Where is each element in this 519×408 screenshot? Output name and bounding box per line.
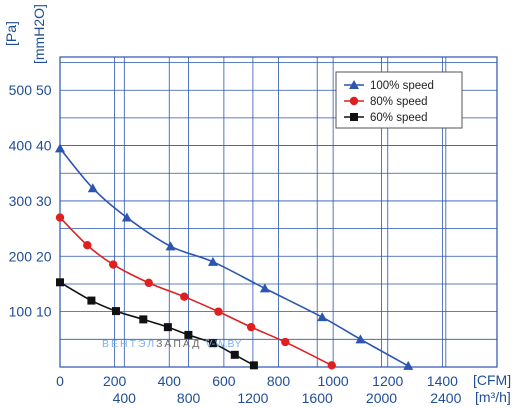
- data-point: [163, 323, 172, 332]
- data-point: [55, 143, 65, 153]
- data-point: [87, 296, 96, 305]
- series-layer: [55, 143, 414, 370]
- legend-label: 100% speed: [370, 80, 434, 92]
- series-3: [56, 278, 258, 370]
- legend-marker: [349, 80, 359, 89]
- y-tick-label-pa: 100: [9, 304, 33, 320]
- data-point: [207, 256, 218, 266]
- y-axis-label-mmh2o: [mmH2O]: [31, 4, 47, 64]
- x-tick-label-cfm: 0: [56, 373, 64, 389]
- series-1: [55, 143, 414, 370]
- data-point: [214, 307, 223, 316]
- watermark-part-3: V-W.BY: [205, 338, 241, 350]
- y-tick-label-mmh2o: 20: [36, 248, 52, 264]
- data-point: [121, 212, 132, 222]
- series-line: [59, 147, 409, 367]
- series-line: [59, 281, 255, 367]
- series-2: [55, 213, 336, 370]
- x-tick-label-cfm: 800: [267, 373, 291, 389]
- data-point: [180, 292, 189, 301]
- plot-frame: [59, 56, 498, 368]
- y-tick-label-mmh2o: 10: [36, 304, 52, 320]
- x-tick-label-m3h: 800: [177, 390, 201, 406]
- data-point: [111, 307, 120, 316]
- y-tick-label-pa: 400: [9, 138, 33, 154]
- watermark-part-2: ЗАПАД: [156, 338, 201, 350]
- x-axis-label-cfm: [CFM]: [473, 372, 511, 388]
- x-tick-label-m3h: 400: [113, 390, 137, 406]
- data-point: [184, 330, 193, 339]
- data-point: [355, 334, 366, 344]
- y-axis-label-pa: [Pa]: [3, 21, 19, 46]
- legend-label: 80% speed: [370, 96, 428, 108]
- x-tick-label-m3h: 1200: [237, 390, 268, 406]
- x-axis-label-m3h: [m³/h]: [475, 389, 511, 405]
- x-tick-label-cfm: 200: [103, 373, 127, 389]
- data-point: [208, 339, 217, 348]
- x-tick-label-m3h: 2000: [366, 390, 397, 406]
- data-point: [144, 278, 153, 288]
- data-point: [403, 360, 414, 370]
- x-tick-label-cfm: 600: [212, 373, 236, 389]
- x-tick-label-cfm: 1400: [427, 373, 458, 389]
- y-tick-label-pa: 300: [9, 193, 33, 209]
- legend-marker: [350, 113, 358, 121]
- data-point: [246, 322, 256, 332]
- data-point: [259, 283, 270, 293]
- x-tick-label-cfm: 1200: [372, 373, 403, 389]
- data-point: [55, 213, 65, 222]
- data-point: [230, 350, 239, 359]
- y-tick-label-pa: 500: [9, 82, 33, 98]
- data-point: [87, 183, 98, 193]
- x-tick-label-cfm: 1000: [318, 373, 349, 389]
- y-tick-label-mmh2o: 30: [36, 193, 52, 209]
- data-point: [165, 241, 176, 251]
- y-tick-label-pa: 200: [9, 248, 33, 264]
- y-tick-label-mmh2o: 50: [36, 82, 52, 98]
- legend: 100% speed 80% speed 60% speed: [335, 71, 463, 129]
- data-point: [109, 260, 118, 269]
- data-point: [317, 312, 328, 322]
- x-tick-label-m3h: 2400: [430, 390, 461, 406]
- watermark: ВЕНТЭЛЗАПАД V-W.BY: [102, 338, 242, 350]
- data-point: [83, 241, 92, 250]
- y-tick-label-mmh2o: 40: [36, 138, 52, 154]
- x-tick-label-m3h: 1600: [302, 390, 333, 406]
- watermark-part-1: ВЕНТЭЛ: [102, 338, 156, 350]
- data-point: [281, 337, 290, 347]
- data-point: [139, 315, 148, 324]
- data-point: [56, 278, 64, 287]
- x-tick-label-cfm: 400: [158, 373, 182, 389]
- legend-label: 60% speed: [370, 112, 428, 124]
- data-point: [249, 361, 258, 370]
- data-point: [327, 361, 336, 370]
- legend-marker: [349, 96, 359, 106]
